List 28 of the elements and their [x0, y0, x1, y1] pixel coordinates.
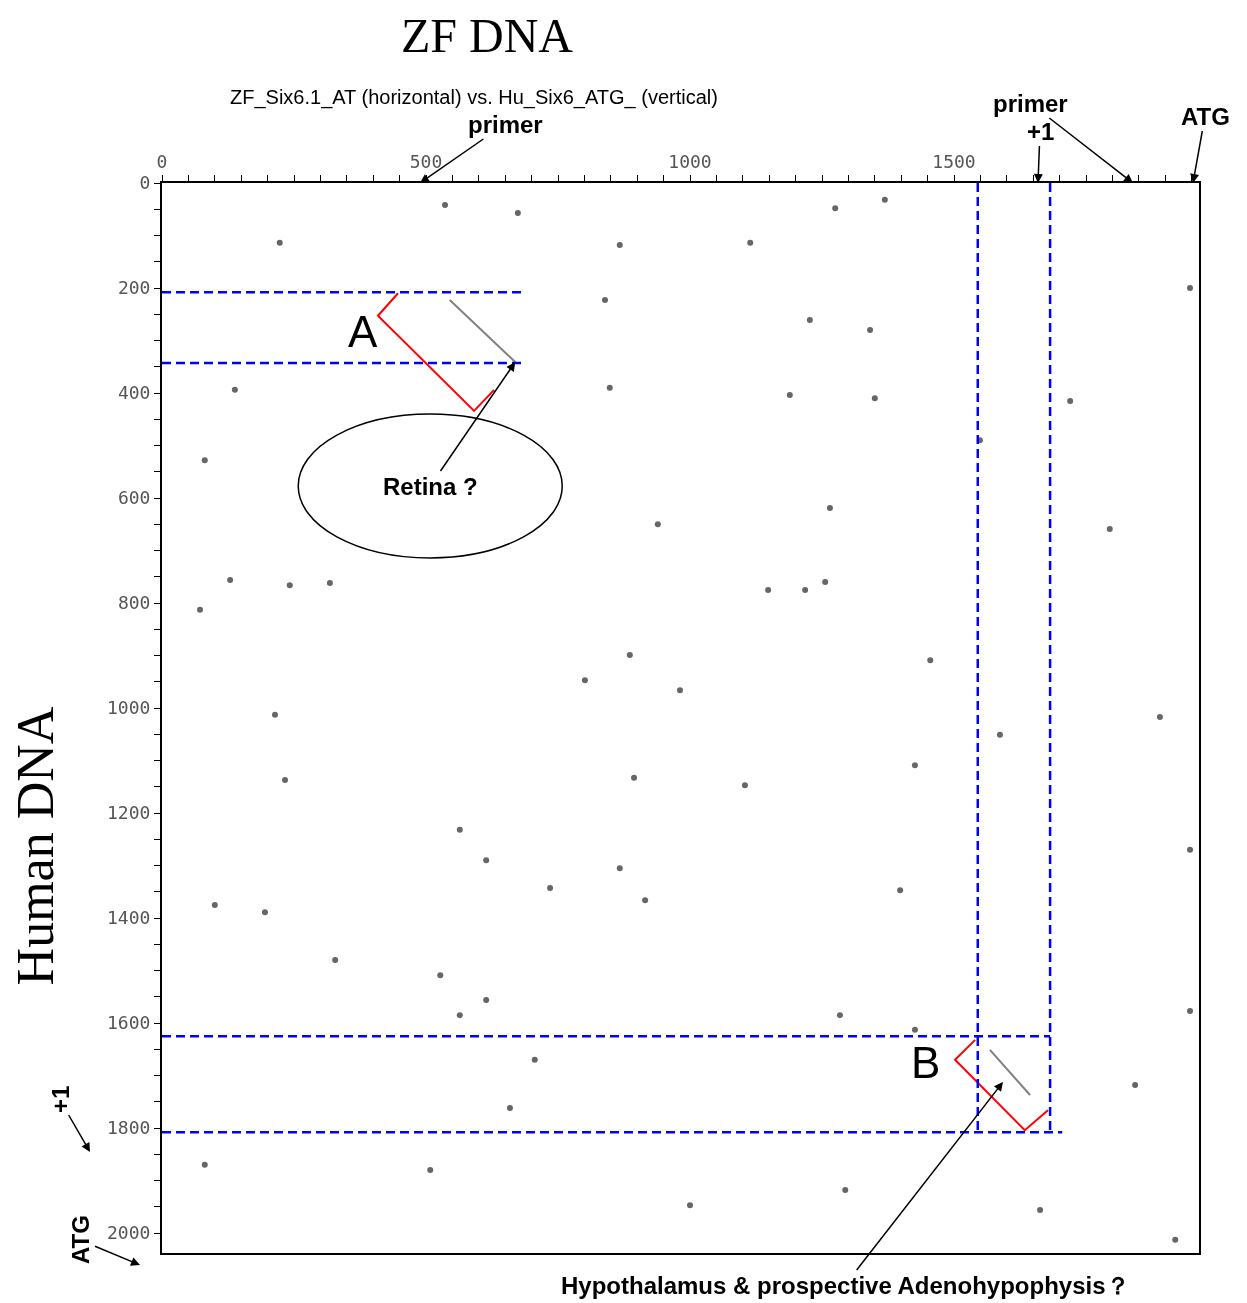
y-tick-label: 1600: [107, 1012, 151, 1034]
text: +1: [1027, 118, 1055, 145]
text: Hypothalamus & prospective Adenohypophysis？: [561, 1272, 1130, 1299]
annotation: A: [348, 307, 378, 356]
y-tick-label: 1200: [107, 802, 151, 824]
annotation: B: [911, 1038, 941, 1087]
chart-title: ZF DNA: [401, 9, 574, 62]
y-tick-label: 2000: [107, 1222, 151, 1244]
y-tick-label: 600: [117, 487, 151, 509]
y-tick-label: 1000: [107, 697, 151, 719]
y-tick-label: 200: [117, 277, 151, 299]
text: primer: [993, 90, 1068, 117]
text: ATG: [67, 1215, 94, 1264]
y-axis-title: Human DNA: [6, 706, 64, 986]
y-tick-label: 800: [117, 592, 151, 614]
x-tick-label: 1000: [668, 150, 712, 172]
text: ATG: [1181, 103, 1230, 130]
y-tick-label: 1800: [107, 1117, 151, 1139]
text: primer: [468, 111, 543, 138]
y-tick-label: 0: [139, 172, 151, 194]
annotation: Retina ?: [383, 473, 478, 500]
text: +1: [47, 1085, 74, 1113]
y-tick-label: 1400: [107, 907, 151, 929]
chart-subtitle: ZF_Six6.1_AT (horizontal) vs. Hu_Six6_ATG_ (vertical): [230, 86, 718, 109]
x-tick-label: 1500: [932, 150, 976, 172]
x-tick-label: 0: [156, 150, 168, 172]
x-tick-label: 500: [409, 150, 443, 172]
y-tick-label: 400: [117, 382, 151, 404]
